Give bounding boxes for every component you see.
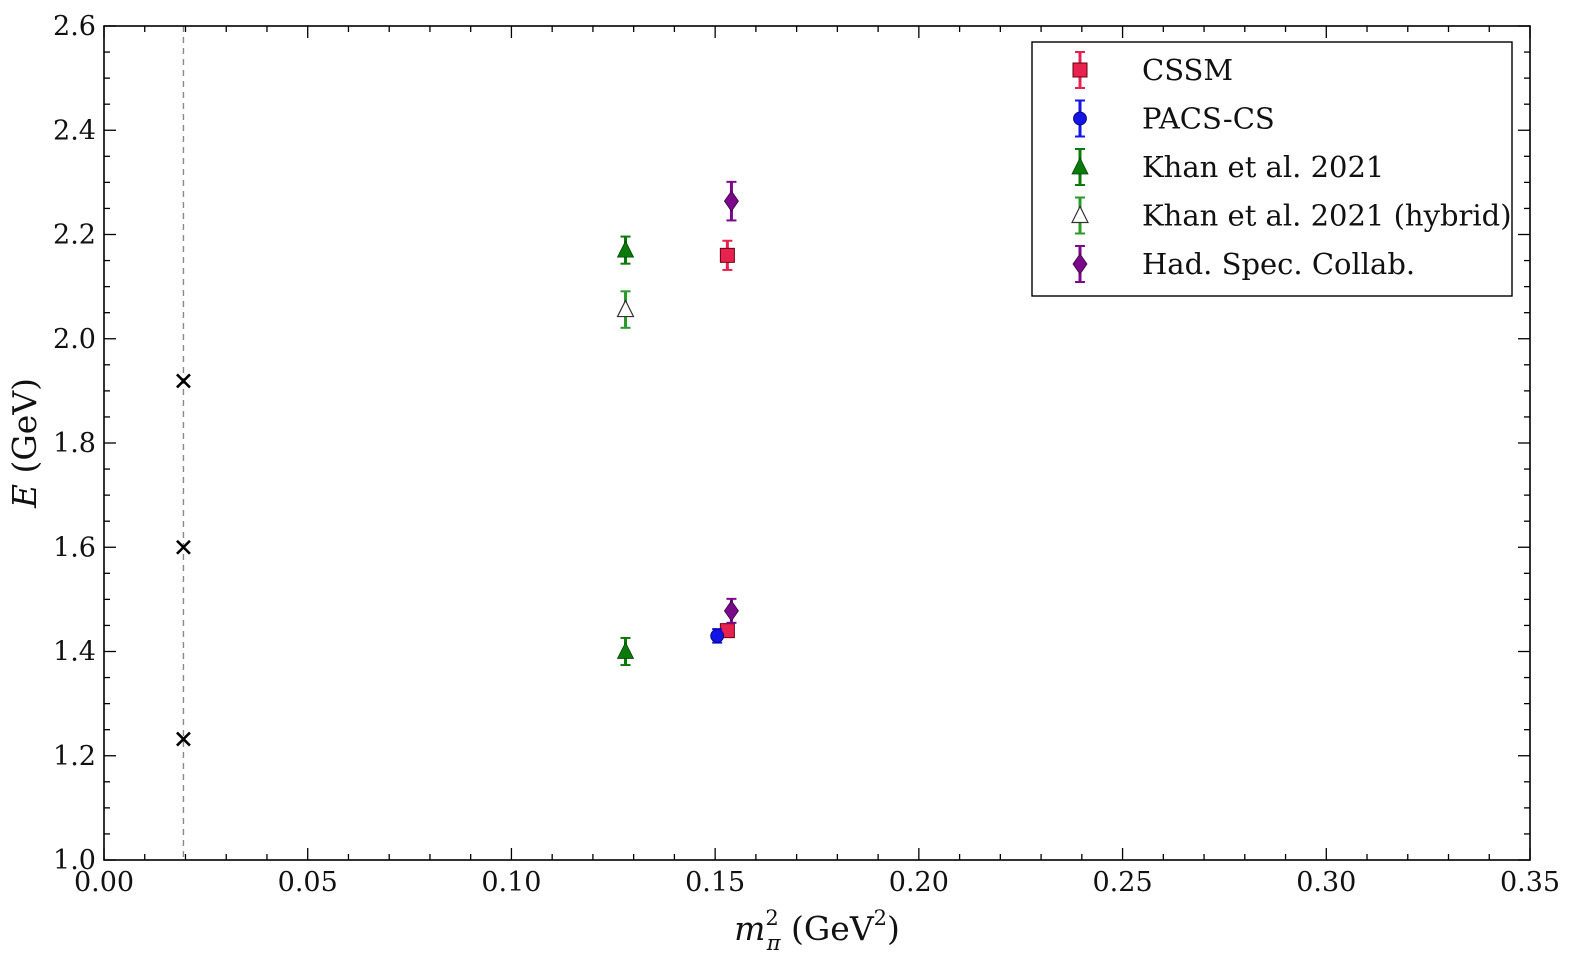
y-tick-label: 1.8 [53, 428, 96, 459]
legend-marker [1073, 111, 1087, 126]
x-tick-label: 0.05 [278, 867, 338, 898]
x-label-base: m [734, 909, 765, 948]
legend-entries: CSSM PACS-CS Khan et al. 2021 Khan et al. 2… [1071, 51, 1512, 283]
data-point [723, 190, 739, 212]
x-label-sup: 2 [765, 906, 778, 930]
series-khan-et-al-2021 [616, 235, 635, 667]
legend-label: CSSM [1142, 53, 1233, 87]
legend-label: Khan et al. 2021 [1142, 150, 1384, 184]
legend-entry: CSSM [1072, 51, 1233, 89]
x-label-unit-sup: 2 [874, 906, 887, 930]
x-tick-label: 0.20 [889, 867, 949, 898]
y-tick-label: 2.4 [53, 115, 96, 146]
x-axis-label: m2 π (GeV2) [734, 906, 900, 955]
legend-entry: Khan et al. 2021 [1071, 148, 1384, 186]
legend-label: Khan et al. 2021 (hybrid) [1142, 199, 1512, 233]
y-tick-label: 2.6 [53, 11, 96, 42]
series-khan-et-al-2021-hybrid [616, 290, 635, 329]
x-tick-label: 0.00 [74, 867, 134, 898]
legend-box [1031, 41, 1513, 297]
x-stroke [176, 539, 191, 555]
legend-marker [1071, 205, 1089, 224]
legend-marker [1072, 253, 1088, 275]
x-tick-label: 0.10 [481, 867, 541, 898]
x-tick-label: 0.30 [1296, 867, 1356, 898]
legend-marker [1072, 62, 1088, 78]
y-tick-label: 2.0 [53, 324, 96, 355]
data-point [616, 641, 635, 659]
x-tick-label: 0.25 [1093, 867, 1153, 898]
data-point [723, 600, 739, 622]
minor-ticks [104, 26, 1530, 860]
series-had-spec-collab [723, 180, 739, 624]
legend-label: Had. Spec. Collab. [1142, 247, 1415, 281]
x-stroke [176, 373, 191, 389]
y-tick-labels: 1.0 1.2 1.4 1.6 1.8 2.0 2.2 2.4 2.6 [53, 11, 96, 876]
x-tick-labels: 0.00 0.05 0.10 0.15 0.20 0.25 0.30 0.35 [74, 867, 1560, 898]
plot-frame [103, 25, 1531, 861]
data-point [719, 247, 735, 263]
data-point [616, 240, 635, 258]
legend-marker [1071, 157, 1089, 175]
series-layer [616, 180, 739, 667]
y-axis-label: E (GeV) [5, 378, 44, 509]
x-tick-label: 0.15 [685, 867, 745, 898]
reference-x-marker [176, 731, 191, 747]
y-label-var: E [5, 484, 44, 509]
y-tick-label: 1.0 [53, 845, 96, 876]
legend-entry: Khan et al. 2021 (hybrid) [1071, 196, 1512, 235]
x-label-unit-close: ) [887, 909, 900, 948]
data-point [710, 628, 725, 643]
x-stroke [176, 731, 191, 747]
y-tick-label: 1.6 [53, 532, 96, 563]
y-tick-label: 1.4 [53, 637, 96, 668]
reference-x-marker [176, 539, 191, 555]
legend-entry: Had. Spec. Collab. [1072, 245, 1415, 283]
y-tick-label: 2.2 [53, 220, 96, 251]
series-cssm [719, 239, 735, 639]
x-label-sub: π [766, 931, 782, 955]
x-tick-label: 0.35 [1500, 867, 1560, 898]
y-label-unit: (GeV) [5, 378, 44, 484]
series-pacs-cs [710, 628, 725, 644]
x-label-unit: (GeV [781, 909, 875, 948]
reference-x-marker [176, 373, 191, 389]
data-point [616, 299, 635, 318]
legend: CSSM PACS-CS Khan et al. 2021 Khan et al. 2… [1031, 41, 1513, 297]
y-tick-label: 1.2 [53, 741, 96, 772]
legend-entry: PACS-CS [1073, 99, 1275, 138]
reference-points [176, 373, 191, 747]
legend-label: PACS-CS [1142, 102, 1275, 136]
